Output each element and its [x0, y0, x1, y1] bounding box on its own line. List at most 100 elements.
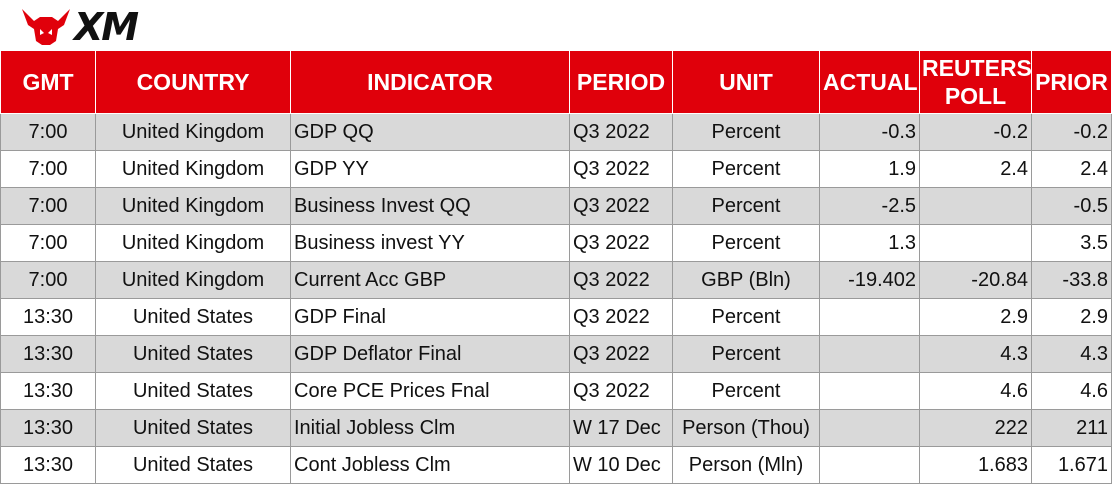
- cell-reuters-poll: -0.2: [919, 113, 1032, 151]
- cell-period: W 10 Dec: [569, 446, 673, 484]
- cell-country: United Kingdom: [95, 224, 291, 262]
- cell-gmt: 13:30: [0, 446, 96, 484]
- cell-indicator: GDP YY: [290, 150, 570, 188]
- cell-country: United Kingdom: [95, 261, 291, 299]
- cell-unit: Percent: [672, 372, 820, 410]
- cell-indicator: Business invest YY: [290, 224, 570, 262]
- cell-period: W 17 Dec: [569, 409, 673, 447]
- cell-country: United Kingdom: [95, 113, 291, 151]
- cell-unit: Person (Mln): [672, 446, 820, 484]
- cell-prior: -33.8: [1031, 261, 1112, 299]
- cell-gmt: 13:30: [0, 335, 96, 373]
- cell-indicator: GDP Deflator Final: [290, 335, 570, 373]
- economic-calendar-table: GMT COUNTRY INDICATOR PERIOD UNIT ACTUAL…: [0, 50, 1112, 484]
- cell-unit: Percent: [672, 224, 820, 262]
- header-actual: ACTUAL: [819, 50, 920, 114]
- cell-reuters-poll: -20.84: [919, 261, 1032, 299]
- cell-country: United States: [95, 446, 291, 484]
- xm-logo: XM: [20, 5, 139, 49]
- cell-actual: [819, 446, 920, 484]
- cell-actual: [819, 409, 920, 447]
- cell-prior: -0.2: [1031, 113, 1112, 151]
- cell-unit: Person (Thou): [672, 409, 820, 447]
- cell-actual: [819, 335, 920, 373]
- cell-prior: 4.3: [1031, 335, 1112, 373]
- header-prior: PRIOR: [1031, 50, 1112, 114]
- header-indicator: INDICATOR: [290, 50, 570, 114]
- cell-actual: [819, 372, 920, 410]
- cell-period: Q3 2022: [569, 261, 673, 299]
- cell-actual: [819, 298, 920, 336]
- cell-gmt: 7:00: [0, 150, 96, 188]
- bull-icon: [22, 9, 70, 45]
- cell-indicator: Business Invest QQ: [290, 187, 570, 225]
- cell-country: United States: [95, 409, 291, 447]
- cell-gmt: 7:00: [0, 187, 96, 225]
- cell-reuters-poll: 1.683: [919, 446, 1032, 484]
- cell-period: Q3 2022: [569, 113, 673, 151]
- cell-indicator: Current Acc GBP: [290, 261, 570, 299]
- cell-indicator: GDP Final: [290, 298, 570, 336]
- table-row: 7:00 United Kingdom Business Invest QQ Q3 2…: [0, 187, 1112, 225]
- cell-unit: Percent: [672, 187, 820, 225]
- header-reuters-poll: REUTERS POLL: [919, 50, 1032, 114]
- cell-actual: 1.9: [819, 150, 920, 188]
- cell-period: Q3 2022: [569, 224, 673, 262]
- table-row: 13:30 United States Core PCE Prices Fnal Q3…: [0, 372, 1112, 410]
- header-row: GMT COUNTRY INDICATOR PERIOD UNIT ACTUAL…: [0, 50, 1112, 114]
- cell-gmt: 7:00: [0, 113, 96, 151]
- cell-unit: Percent: [672, 113, 820, 151]
- header-country: COUNTRY: [95, 50, 291, 114]
- cell-prior: -0.5: [1031, 187, 1112, 225]
- cell-reuters-poll: [919, 224, 1032, 262]
- cell-actual: -0.3: [819, 113, 920, 151]
- table-row: 13:30 United States Cont Jobless Clm W 10 D…: [0, 446, 1112, 484]
- cell-unit: Percent: [672, 150, 820, 188]
- cell-period: Q3 2022: [569, 150, 673, 188]
- table-row: 7:00 United Kingdom GDP YY Q3 2022 Percent 1.…: [0, 150, 1112, 188]
- cell-country: United Kingdom: [95, 150, 291, 188]
- header-gmt: GMT: [0, 50, 96, 114]
- cell-prior: 3.5: [1031, 224, 1112, 262]
- cell-unit: GBP (Bln): [672, 261, 820, 299]
- cell-country: United States: [95, 335, 291, 373]
- cell-country: United States: [95, 298, 291, 336]
- table-row: 7:00 United Kingdom GDP QQ Q3 2022 Percent -0…: [0, 113, 1112, 151]
- cell-period: Q3 2022: [569, 187, 673, 225]
- cell-reuters-poll: [919, 187, 1032, 225]
- cell-gmt: 13:30: [0, 372, 96, 410]
- cell-prior: 1.671: [1031, 446, 1112, 484]
- cell-period: Q3 2022: [569, 298, 673, 336]
- table-row: 13:30 United States GDP Deflator Final Q3 2…: [0, 335, 1112, 373]
- cell-reuters-poll: 2.4: [919, 150, 1032, 188]
- cell-reuters-poll: 4.6: [919, 372, 1032, 410]
- header-unit: UNIT: [672, 50, 820, 114]
- cell-unit: Percent: [672, 298, 820, 336]
- table-row: 13:30 United States GDP Final Q3 2022 Percen…: [0, 298, 1112, 336]
- cell-gmt: 7:00: [0, 261, 96, 299]
- cell-prior: 2.4: [1031, 150, 1112, 188]
- cell-indicator: Cont Jobless Clm: [290, 446, 570, 484]
- cell-period: Q3 2022: [569, 372, 673, 410]
- cell-indicator: GDP QQ: [290, 113, 570, 151]
- cell-reuters-poll: 4.3: [919, 335, 1032, 373]
- table-row: 7:00 United Kingdom Current Acc GBP Q3 2022…: [0, 261, 1112, 299]
- cell-actual: -19.402: [819, 261, 920, 299]
- cell-actual: 1.3: [819, 224, 920, 262]
- cell-country: United States: [95, 372, 291, 410]
- cell-actual: -2.5: [819, 187, 920, 225]
- header-period: PERIOD: [569, 50, 673, 114]
- header-poll-line1: REUTERS: [922, 55, 1032, 81]
- cell-prior: 2.9: [1031, 298, 1112, 336]
- cell-country: United Kingdom: [95, 187, 291, 225]
- cell-period: Q3 2022: [569, 335, 673, 373]
- cell-indicator: Initial Jobless Clm: [290, 409, 570, 447]
- cell-gmt: 13:30: [0, 409, 96, 447]
- cell-unit: Percent: [672, 335, 820, 373]
- table-row: 13:30 United States Initial Jobless Clm W 1…: [0, 409, 1112, 447]
- table-row: 7:00 United Kingdom Business invest YY Q3 2…: [0, 224, 1112, 262]
- xm-logo-text: XM: [74, 5, 139, 49]
- cell-reuters-poll: 222: [919, 409, 1032, 447]
- cell-prior: 211: [1031, 409, 1112, 447]
- cell-gmt: 13:30: [0, 298, 96, 336]
